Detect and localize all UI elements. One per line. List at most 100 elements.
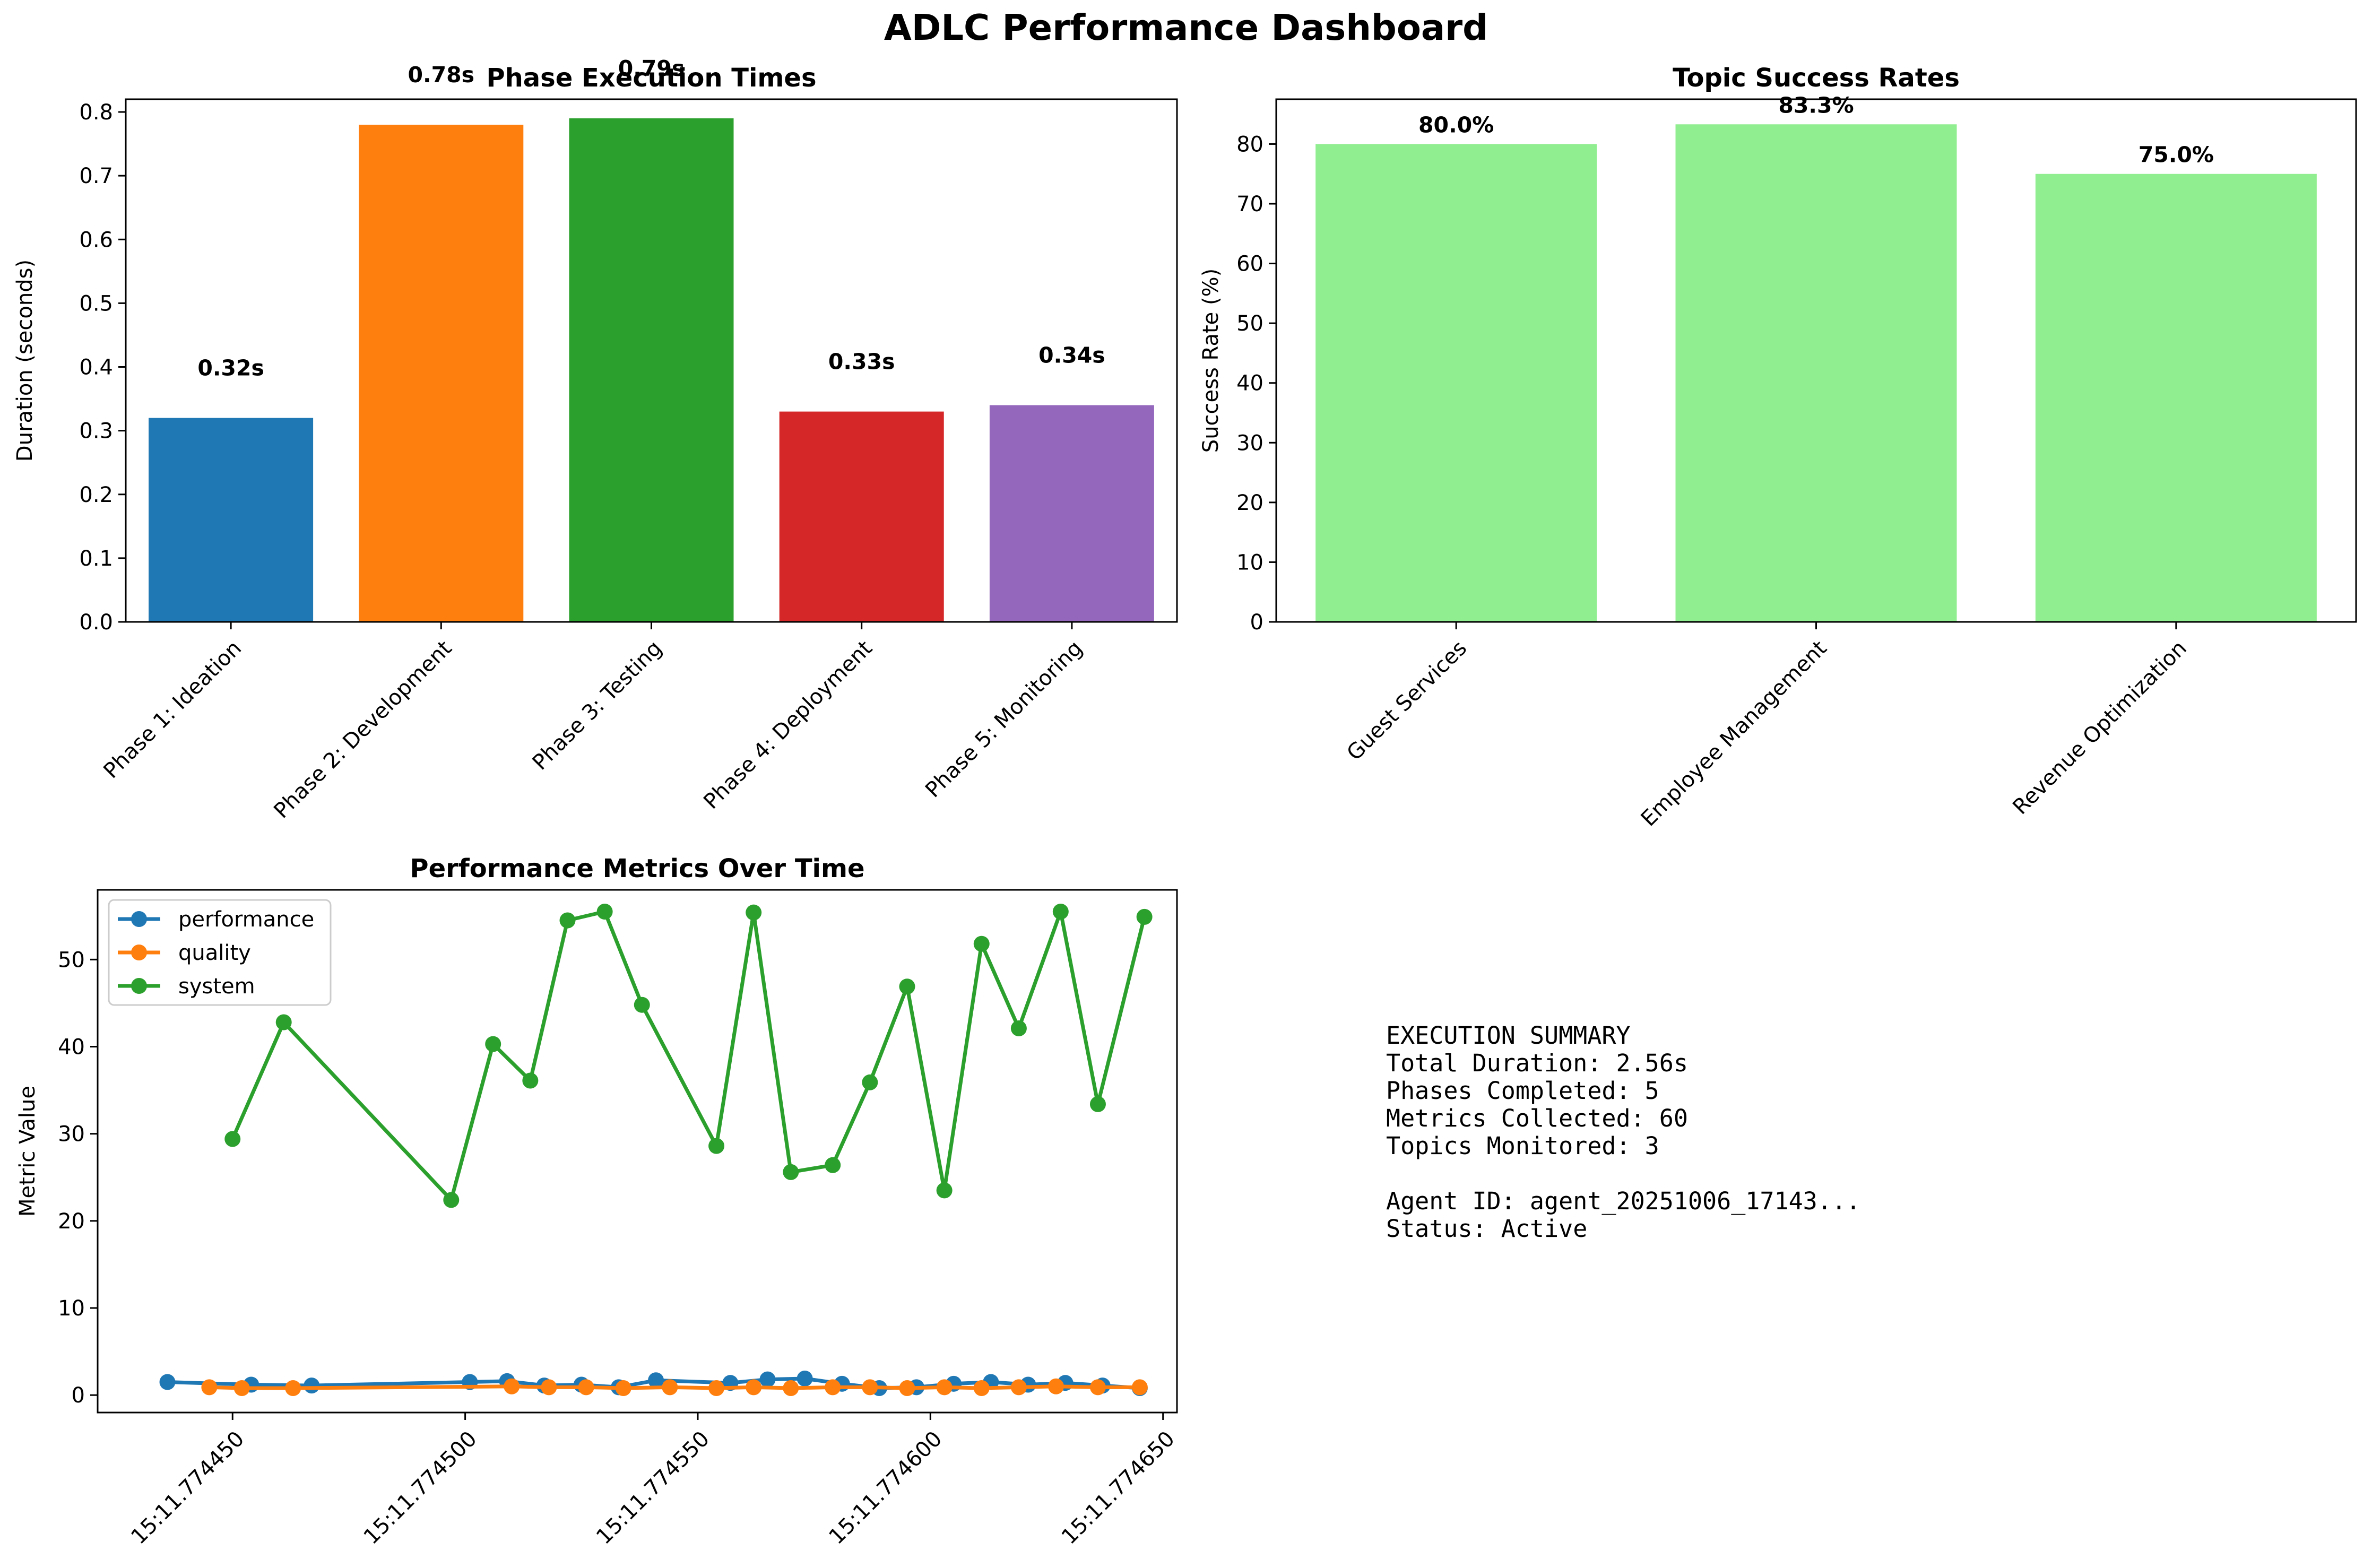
data-point-quality [1131,1379,1148,1396]
y-tick-label: 40 [1236,371,1263,396]
data-point-quality [1010,1379,1027,1396]
y-axis-label: Duration (seconds) [13,259,37,462]
bar [1315,144,1597,622]
data-point-quality [285,1380,301,1397]
data-point-performance [159,1374,176,1390]
data-point-performance [304,1378,320,1394]
data-point-quality [783,1380,799,1397]
x-tick-label: Phase 4: Deployment [699,636,877,815]
data-point-system [862,1074,878,1090]
x-tick-label: Phase 5: Monitoring [921,636,1087,803]
data-point-system [1136,908,1153,925]
topic-success-rates-chart: Topic Success Rates 0 10 20 30 40 50 60 70 80 Succ… [1199,63,2357,831]
summary-line: Topics Monitored: 3 [1386,1132,1659,1160]
legend: performance quality system [108,899,332,1006]
y-tick-label: 0.3 [79,419,113,444]
summary-line: Status: Active [1386,1215,1588,1243]
data-point-system [224,1131,241,1147]
plot-frame [125,98,1178,623]
data-point-system [746,904,762,921]
x-tick-label: 15:11.774600 [824,1427,947,1549]
bar-value-label: 80.0% [1418,112,1494,137]
summary-line: Total Duration: 2.56s [1386,1049,1688,1077]
y-tick-label: 60 [1236,252,1263,276]
bar [1675,124,1957,622]
data-point-quality [504,1378,520,1394]
data-point-system [443,1192,460,1208]
data-point-quality [899,1380,915,1397]
legend-box [108,899,332,1006]
x-tick-label: Phase 2: Development [269,636,456,824]
data-point-performance [797,1370,813,1387]
legend-label: quality [178,941,251,965]
data-point-system [522,1072,539,1089]
legend-marker-system [131,978,147,994]
data-point-system [485,1036,501,1052]
x-tick-label: 15:11.774650 [1057,1427,1180,1549]
y-tick-label: 0.0 [79,610,113,635]
data-point-quality [1048,1378,1064,1394]
y-tick-label: 10 [58,1296,85,1321]
data-point-system [559,912,576,929]
y-tick-label: 0.1 [79,547,113,571]
y-tick-label: 0 [72,1383,85,1408]
data-point-quality [973,1380,990,1397]
data-point-quality [541,1379,557,1396]
data-point-system [708,1138,725,1154]
data-point-system [783,1164,799,1180]
y-tick-label: 70 [1236,192,1263,216]
data-point-quality [233,1380,250,1397]
data-point-quality [662,1379,678,1396]
bar [359,125,524,622]
data-point-quality [825,1379,841,1396]
data-point-quality [746,1379,762,1396]
x-tick-label: Phase 3: Testing [528,636,667,775]
y-tick-label: 30 [1236,431,1263,455]
data-point-quality [708,1380,725,1397]
data-point-system [596,904,613,920]
data-point-system [1089,1096,1106,1112]
chart-title: Phase Execution Times [486,63,816,93]
y-tick-label: 0 [1250,610,1263,635]
data-point-system [936,1182,953,1199]
legend-marker-performance [131,911,147,927]
summary-lines: Total Duration: 2.56s Phases Completed: … [1386,1049,1860,1243]
data-point-system [275,1014,292,1030]
dashboard-title: ADLC Performance Dashboard [884,7,1488,48]
chart-title: Topic Success Rates [1673,63,1960,93]
summary-line: Agent ID: agent_20251006_17143... [1386,1187,1861,1215]
bar-value-label: 75.0% [2139,142,2214,168]
bar-value-label: 0.78s [408,62,475,88]
data-point-performance [648,1372,664,1389]
data-point-system [899,978,915,995]
y-tick-label: 20 [1236,491,1263,515]
y-tick-label: 50 [1236,311,1263,336]
y-tick-label: 0.7 [79,164,113,188]
y-tick-label: 0.6 [79,228,113,252]
bar-value-label: 0.34s [1038,343,1105,368]
y-tick-label: 0.4 [79,356,113,380]
y-tick-label: 10 [1236,550,1263,575]
bar-value-label: 0.32s [197,356,264,381]
y-tick-label: 0.8 [79,100,113,125]
y-tick-label: 0.2 [79,483,113,507]
summary-line: Metrics Collected: 60 [1386,1104,1688,1132]
y-tick-label: 30 [58,1122,85,1147]
bar [2035,174,2317,622]
y-tick-label: 40 [58,1035,85,1060]
chart-title: Performance Metrics Over Time [410,854,864,883]
bar-value-label: 0.33s [828,349,895,375]
plot-frame [1275,98,2357,623]
data-point-quality [201,1379,218,1396]
plot-frame [97,889,1178,1414]
bar-value-label: 0.79s [618,56,685,81]
bar [569,118,734,622]
y-tick-label: 0.5 [79,291,113,316]
bar [779,411,944,622]
bar [989,405,1154,622]
legend-label: performance [178,907,314,932]
data-point-system [1010,1020,1027,1037]
data-point-quality [936,1379,953,1396]
x-tick-label: 15:11.774550 [592,1427,714,1549]
